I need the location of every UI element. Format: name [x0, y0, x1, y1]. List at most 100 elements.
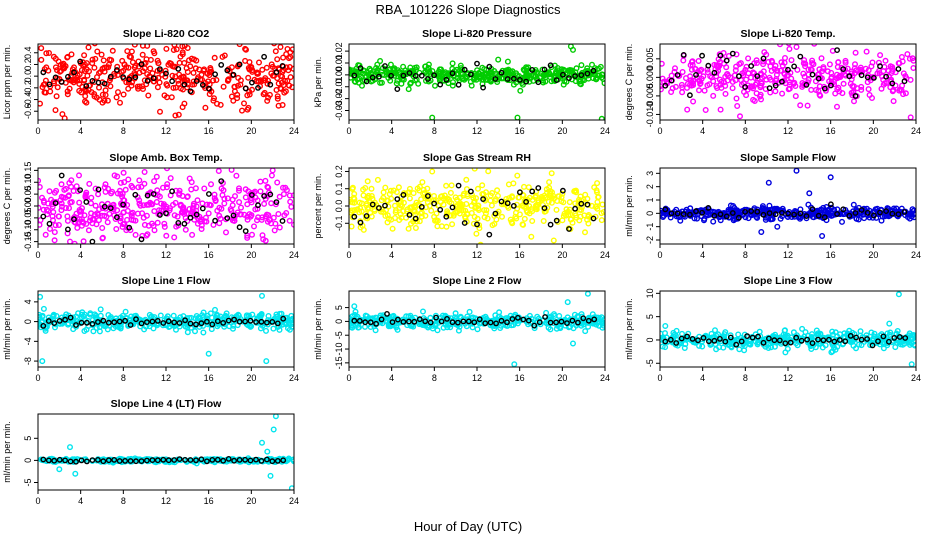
data-point	[352, 308, 359, 315]
overlay-point	[742, 84, 748, 90]
data-point	[591, 184, 598, 191]
overlay-point	[382, 202, 388, 209]
overlay-point	[225, 455, 232, 462]
data-point	[452, 194, 459, 201]
data-point	[202, 104, 209, 111]
data-point	[690, 98, 697, 105]
data-point	[207, 181, 214, 188]
outlier-point	[67, 238, 73, 244]
overlay-point	[67, 458, 74, 465]
data-point	[889, 88, 896, 95]
panel-2: Slope Li-820 Temp.degrees C per min.0 4 8 1…	[624, 28, 921, 136]
overlay-point	[107, 73, 114, 80]
overlay-point	[766, 335, 772, 342]
data-point	[754, 341, 761, 348]
overlay-point	[510, 75, 517, 82]
data-point	[504, 58, 511, 65]
data-point	[68, 51, 75, 58]
overlay-point	[58, 79, 65, 85]
data-point	[147, 56, 154, 63]
data-point	[221, 200, 228, 207]
y-tick-label: -0.10	[23, 219, 33, 240]
overlay-point	[476, 316, 483, 323]
data-point	[143, 201, 150, 208]
overlay-point	[791, 63, 797, 70]
data-point	[804, 102, 811, 109]
overlay-point	[877, 63, 883, 70]
data-point	[179, 44, 186, 50]
overlay-point	[729, 210, 736, 216]
data-point	[681, 345, 688, 352]
data-point	[687, 77, 694, 84]
data-point	[801, 73, 808, 80]
overlay-point	[886, 338, 892, 345]
panel-points	[38, 414, 294, 490]
outlier-point	[272, 414, 279, 420]
data-point	[472, 204, 479, 211]
overlay-point	[809, 206, 816, 213]
data-point	[835, 59, 842, 66]
data-point	[249, 68, 256, 75]
data-point	[662, 330, 669, 337]
data-point	[779, 90, 786, 97]
overlay-point	[187, 214, 194, 221]
data-point	[462, 207, 469, 214]
data-point	[477, 241, 484, 244]
data-point	[869, 59, 876, 66]
panel-y-axis-label: degrees C per min.	[2, 168, 12, 245]
data-point	[553, 206, 560, 213]
panel-points	[349, 168, 605, 244]
data-point	[715, 64, 722, 71]
overlay-point	[864, 74, 871, 81]
overlay-point	[212, 71, 219, 78]
data-point	[288, 203, 294, 210]
overlay-point	[564, 320, 570, 326]
overlay-point	[535, 79, 542, 86]
overlay-point	[357, 65, 364, 72]
overlay-point	[590, 67, 597, 74]
y-tick-label: 0.0	[23, 70, 33, 83]
x-tick-label: 12	[472, 373, 482, 383]
data-point	[194, 197, 201, 204]
outlier-point	[793, 44, 800, 51]
data-point	[475, 185, 482, 192]
panel-points	[38, 292, 294, 365]
data-point	[545, 198, 552, 205]
data-point	[279, 73, 286, 80]
x-tick-label: 16	[826, 373, 836, 383]
y-tick-label: -0.03	[334, 100, 344, 121]
overlay-point	[375, 205, 382, 211]
data-point	[235, 187, 242, 194]
data-point	[746, 337, 753, 344]
data-point	[248, 199, 255, 206]
data-point	[400, 208, 407, 215]
data-point	[517, 87, 524, 94]
data-point	[131, 44, 138, 48]
panel-title: Slope Gas Stream RH	[423, 152, 531, 164]
overlay-point	[437, 206, 444, 213]
data-point	[558, 194, 565, 201]
data-point	[730, 202, 737, 209]
x-tick-label: 8	[432, 126, 437, 136]
data-point	[125, 176, 132, 183]
data-point	[280, 191, 287, 198]
outlier-point	[570, 340, 577, 347]
data-point	[455, 327, 462, 334]
outlier-point	[38, 45, 45, 52]
data-point	[257, 178, 264, 185]
overlay-point	[736, 214, 742, 221]
data-point	[58, 181, 65, 188]
data-point	[122, 186, 129, 193]
data-point	[176, 59, 183, 66]
overlay-point	[122, 457, 129, 464]
overlay-point	[809, 340, 816, 346]
data-point	[434, 327, 441, 334]
overlay-point	[553, 319, 559, 326]
x-tick-label: 20	[557, 250, 567, 260]
data-point	[424, 199, 431, 206]
overlay-point	[480, 84, 486, 91]
outlier-point	[242, 46, 249, 53]
data-point	[387, 77, 394, 84]
data-point	[367, 324, 374, 331]
data-point	[246, 59, 253, 66]
